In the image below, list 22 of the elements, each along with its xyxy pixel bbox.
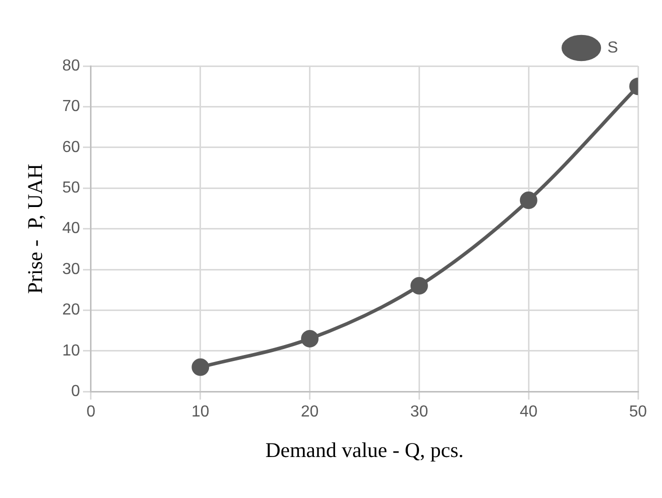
- y-tick-label: 10: [62, 342, 80, 360]
- y-tick-label: 60: [62, 138, 80, 156]
- y-axis-title: Prise - P, UAH: [23, 164, 48, 294]
- y-tick-label: 30: [62, 260, 80, 278]
- y-tick-label: 70: [62, 98, 80, 116]
- y-tick-label: 20: [62, 302, 80, 319]
- point: [301, 330, 319, 348]
- x-tick-label: 10: [192, 404, 210, 421]
- point: [410, 277, 428, 295]
- y-tick-label: 0: [71, 383, 80, 400]
- y-tick-label: 80: [62, 57, 80, 74]
- x-tick-label: 40: [520, 404, 538, 421]
- x-tick-label: 20: [300, 404, 319, 421]
- point: [192, 358, 210, 376]
- x-tick-label: 30: [410, 404, 428, 421]
- x-tick-label: 50: [629, 404, 647, 421]
- y-tick-label: 40: [62, 220, 80, 238]
- legend-label: S: [607, 39, 618, 56]
- point: [520, 192, 538, 210]
- y-tick-label: 50: [62, 180, 80, 197]
- x-tick-label: 0: [86, 404, 96, 421]
- x-axis-title: Demand value - Q, pcs.: [265, 438, 464, 462]
